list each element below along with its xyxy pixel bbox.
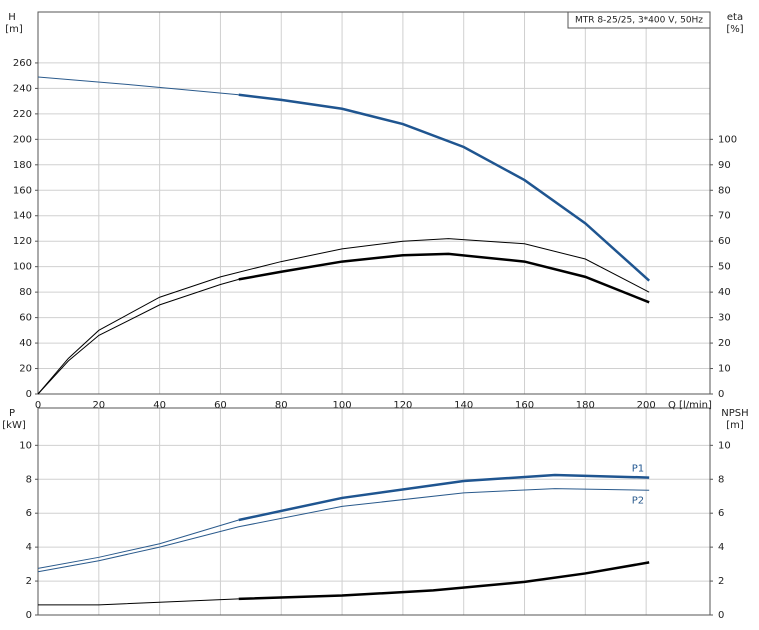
y-tick-label: 100 bbox=[13, 262, 32, 273]
y2-tick-label: 4 bbox=[718, 542, 724, 553]
y-tick-label: 120 bbox=[13, 236, 32, 247]
x-tick-label: 80 bbox=[275, 400, 288, 411]
y-tick-label: 240 bbox=[13, 83, 32, 94]
note-text: MTR 8-25/25, 3*400 V, 50Hz bbox=[575, 16, 703, 26]
y-tick-label: 4 bbox=[26, 542, 32, 553]
y2-tick-label: 60 bbox=[718, 236, 731, 247]
y-axis-label: H bbox=[8, 12, 16, 23]
y2-tick-label: 50 bbox=[718, 262, 731, 273]
x-tick-label: 40 bbox=[153, 400, 166, 411]
y-tick-label: 10 bbox=[19, 440, 32, 451]
y-axis-unit: [m] bbox=[5, 24, 23, 35]
y-tick-label: 60 bbox=[19, 313, 32, 324]
y2-tick-label: 70 bbox=[718, 211, 731, 222]
x-tick-label: 60 bbox=[214, 400, 227, 411]
x-tick-label: 120 bbox=[393, 400, 412, 411]
y2-tick-label: 0 bbox=[718, 610, 724, 621]
y2-tick-label: 8 bbox=[718, 474, 724, 485]
y-tick-label: 20 bbox=[19, 364, 32, 375]
curve bbox=[38, 598, 239, 606]
x-tick-label: 100 bbox=[333, 400, 352, 411]
y-tick-label: 0 bbox=[26, 610, 32, 621]
y2-tick-label: 20 bbox=[718, 338, 731, 349]
y2-tick-label: 2 bbox=[718, 576, 724, 587]
y2-tick-label: 40 bbox=[718, 287, 731, 298]
y-tick-label: 180 bbox=[13, 160, 32, 171]
y-tick-label: 0 bbox=[26, 389, 32, 400]
y-tick-label: 2 bbox=[26, 576, 32, 587]
plot-frame bbox=[37, 11, 711, 395]
plot-frame bbox=[37, 407, 711, 616]
y2-tick-label: 30 bbox=[718, 313, 731, 324]
curve bbox=[37, 488, 650, 573]
x-tick-label: 20 bbox=[92, 400, 105, 411]
curve bbox=[238, 252, 650, 304]
curve-label: P1 bbox=[632, 464, 644, 475]
x-tick-label: 140 bbox=[454, 400, 473, 411]
curve bbox=[37, 238, 650, 395]
x-tick-label: 160 bbox=[515, 400, 534, 411]
y-tick-label: 200 bbox=[13, 134, 32, 145]
y2-tick-label: 10 bbox=[718, 364, 731, 375]
x-tick-label: 0 bbox=[35, 400, 41, 411]
note-box bbox=[567, 11, 711, 29]
curve bbox=[238, 473, 650, 522]
y2-tick-label: 80 bbox=[718, 185, 731, 196]
curve bbox=[37, 519, 239, 569]
y2-tick-label: 0 bbox=[718, 389, 724, 400]
x-tick-label: 180 bbox=[576, 400, 595, 411]
y-axis-unit: [kW] bbox=[2, 420, 26, 431]
x-axis-label: Q [l/min] bbox=[668, 400, 712, 411]
x-tick-label: 200 bbox=[637, 400, 656, 411]
curve bbox=[37, 278, 239, 395]
y-tick-label: 220 bbox=[13, 109, 32, 120]
y-tick-label: 80 bbox=[19, 287, 32, 298]
curve bbox=[238, 93, 651, 282]
y-tick-label: 160 bbox=[13, 185, 32, 196]
y2-tick-label: 6 bbox=[718, 508, 724, 519]
y2-axis-label: eta bbox=[727, 12, 743, 23]
y-tick-label: 140 bbox=[13, 211, 32, 222]
y2-tick-label: 10 bbox=[718, 440, 731, 451]
y2-tick-label: 90 bbox=[718, 160, 731, 171]
y2-axis-unit: [m] bbox=[726, 420, 744, 431]
y-tick-label: 260 bbox=[13, 58, 32, 69]
curve bbox=[238, 561, 650, 601]
curve-label: P2 bbox=[632, 495, 644, 506]
curve bbox=[37, 76, 239, 96]
y-tick-label: 40 bbox=[19, 338, 32, 349]
y-tick-label: 6 bbox=[26, 508, 32, 519]
y2-axis-unit: [%] bbox=[726, 24, 743, 35]
y2-tick-label: 100 bbox=[718, 134, 737, 145]
y-axis-label: P bbox=[9, 408, 15, 419]
y2-axis-label: NPSH bbox=[721, 408, 748, 419]
y-tick-label: 8 bbox=[26, 474, 32, 485]
